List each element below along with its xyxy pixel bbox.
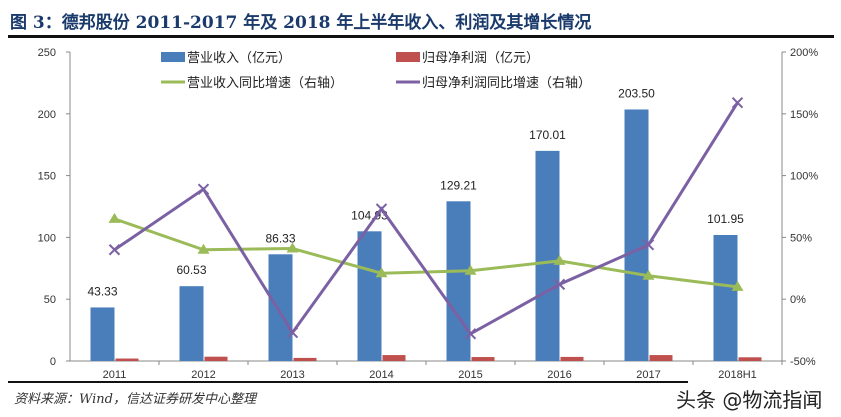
profit-bar [115,358,139,361]
right-tick-label: 100% [790,171,818,183]
right-tick-label: 200% [790,47,818,59]
profit-bar [471,357,495,361]
figure-title: 图 3：德邦股份 2011-2017 年及 2018 年上半年收入、利润及其增长… [10,13,592,33]
profit-bar [738,357,762,361]
revenue-bar [268,254,293,361]
revenue-data-label: 129.21 [440,178,477,192]
profit-growth-marker [197,183,210,195]
right-tick-label: 150% [790,109,818,121]
revenue-data-label: 203.50 [618,86,655,100]
left-tick-label: 250 [38,47,56,59]
legend-swatch [396,52,420,62]
profit-bar [204,356,228,361]
watermark: 头条 @物流指闻 [676,388,823,412]
left-tick-label: 100 [38,232,56,244]
legend-swatch [161,52,185,62]
legend-label: 归母净利润（亿元） [422,50,539,65]
revenue-growth-marker [553,254,566,265]
revenue-growth-marker [197,243,210,254]
profit-bar [382,355,406,361]
left-tick-label: 200 [38,109,56,121]
right-tick-label: 0% [790,294,806,306]
source-note: 资料来源：Wind，信达证券研发中心整理 [14,392,256,407]
right-tick-label: 50% [790,232,812,244]
revenue-growth-marker [731,280,744,291]
revenue-growth-marker [286,242,299,253]
revenue-growth-marker [464,264,477,275]
profit-bar [560,356,584,361]
profit-growth-line [113,101,739,336]
revenue-bar [446,201,471,361]
revenue-data-label: 170.01 [529,128,566,142]
legend-label: 归母净利润同比增速（右轴） [422,75,591,90]
left-tick-label: 50 [44,294,56,306]
x-tick-label: 2017 [636,369,660,380]
x-tick-label: 2015 [458,369,482,380]
profit-growth-marker [553,278,566,291]
revenue-bar [535,150,560,361]
revenue-data-label: 101.95 [707,212,744,226]
revenue-bar [357,231,382,361]
chart: 0 50 100 150 200 250 -50% 0% 50% 100% 150% 200% 2011… [38,47,819,380]
x-tick-label: 2018H1 [718,369,757,380]
revenue-bar [90,307,115,361]
x-tick-label: 2016 [547,369,571,380]
left-tick-label: 150 [38,171,56,183]
profit-growth-marker [642,239,655,251]
profit-bar [293,357,317,361]
profit-growth-marker [464,328,477,340]
source-rule [8,381,688,383]
profit-growth-marker [286,326,299,339]
profit-growth-marker [731,96,744,109]
revenue-data-label: 60.53 [176,263,206,277]
x-tick-label: 2014 [369,369,393,380]
profit-growth-marker [108,244,121,256]
revenue-bar [713,234,738,361]
revenue-growth-marker [642,269,655,280]
x-tick-label: 2013 [280,369,304,380]
x-tick-label: 2011 [103,369,127,380]
left-tick-label: 0 [50,356,56,368]
revenue-bar [624,109,649,361]
legend-label: 营业收入（亿元） [187,50,291,65]
profit-growth-marker [375,203,388,215]
revenue-growth-marker [375,267,388,278]
legend-label: 营业收入同比增速（右轴） [187,75,343,90]
right-tick-label: -50% [790,356,816,368]
revenue-growth-marker [108,212,121,223]
revenue-data-label: 43.33 [87,284,117,298]
revenue-bar [179,286,204,361]
revenue-data-label: 86.33 [265,231,295,245]
profit-bar [649,355,673,361]
title-rule [8,35,834,38]
x-tick-label: 2012 [191,369,215,380]
